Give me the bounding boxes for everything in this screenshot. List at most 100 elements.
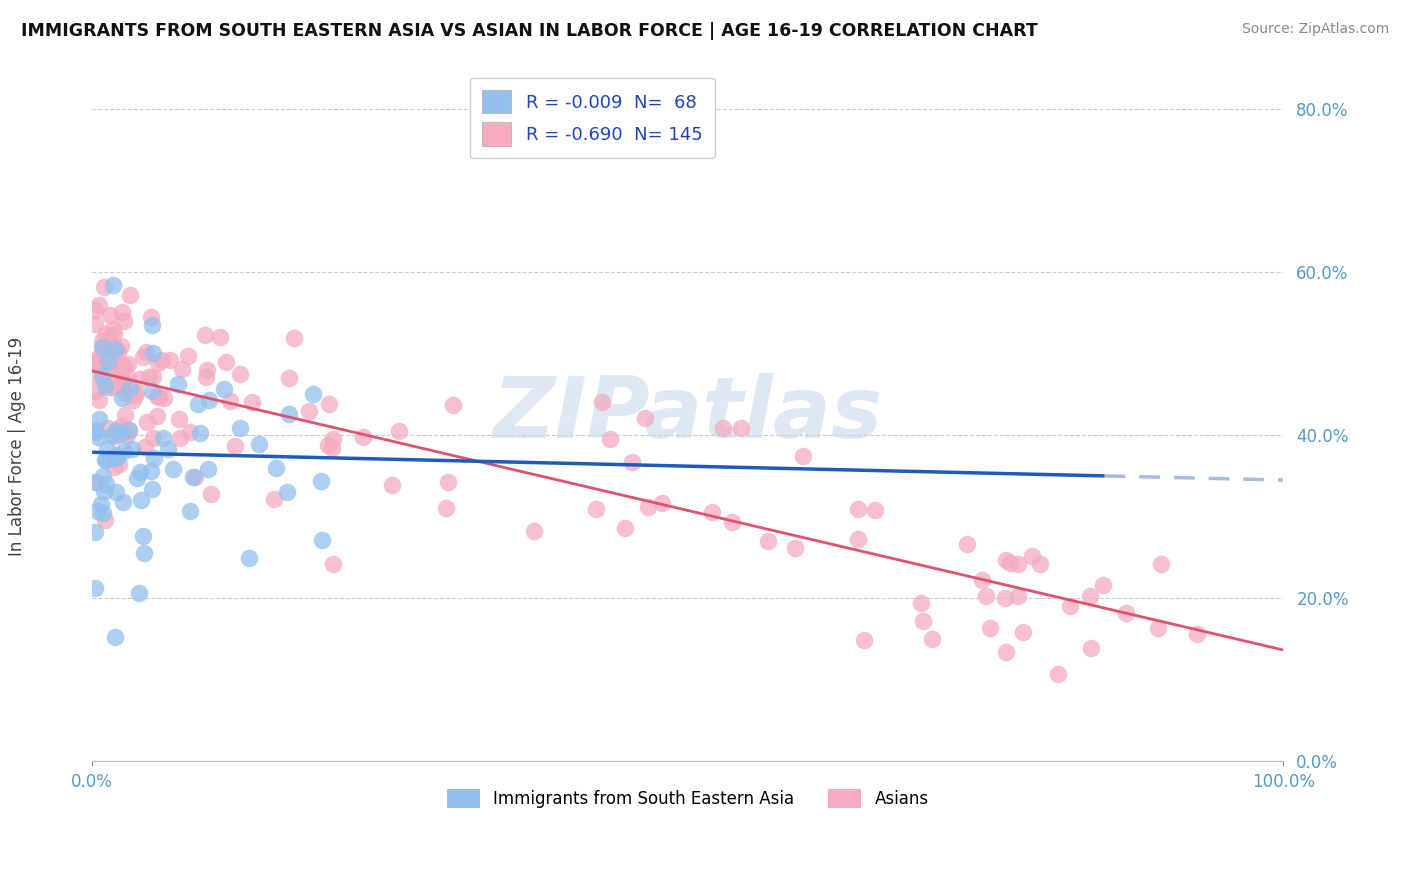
Point — [219, 393, 242, 408]
Point — [128, 586, 150, 600]
Point — [107, 426, 129, 441]
Point — [994, 553, 1017, 567]
Point — [1115, 606, 1137, 620]
Point — [1007, 590, 1029, 604]
Point — [298, 404, 321, 418]
Point — [150, 352, 173, 367]
Point — [853, 632, 876, 647]
Point — [129, 372, 152, 386]
Point — [437, 475, 460, 490]
Point — [104, 423, 127, 437]
Point — [83, 524, 105, 539]
Point — [93, 280, 115, 294]
Point — [711, 420, 734, 434]
Point — [443, 399, 465, 413]
Point — [302, 386, 325, 401]
Point — [83, 475, 105, 490]
Point — [110, 364, 132, 378]
Point — [322, 558, 344, 572]
Point — [118, 425, 141, 439]
Point — [197, 462, 219, 476]
Point — [94, 378, 117, 392]
Point — [142, 346, 165, 360]
Point — [83, 317, 105, 331]
Point — [105, 448, 128, 462]
Point — [756, 533, 779, 548]
Point — [190, 426, 212, 441]
Point — [107, 360, 129, 375]
Point — [90, 497, 112, 511]
Point — [97, 354, 120, 368]
Point — [103, 450, 125, 465]
Point — [139, 464, 162, 478]
Text: ZIPatlas: ZIPatlas — [492, 373, 883, 457]
Point — [83, 302, 105, 317]
Point — [276, 484, 298, 499]
Point — [97, 420, 120, 434]
Point — [135, 344, 157, 359]
Point — [1021, 549, 1043, 563]
Point — [523, 524, 546, 538]
Point — [142, 370, 165, 384]
Point — [110, 427, 132, 442]
Point — [278, 408, 301, 422]
Point — [118, 423, 141, 437]
Point — [117, 428, 139, 442]
Point — [104, 484, 127, 499]
Point — [121, 393, 143, 408]
Point — [921, 632, 943, 647]
Point — [104, 342, 127, 356]
Point — [634, 410, 657, 425]
Point — [103, 339, 125, 353]
Point — [700, 505, 723, 519]
Point — [135, 415, 157, 429]
Point — [910, 596, 932, 610]
Point — [93, 483, 115, 498]
Point — [353, 430, 375, 444]
Point — [86, 504, 108, 518]
Point — [208, 330, 231, 344]
Point — [100, 379, 122, 393]
Point — [107, 345, 129, 359]
Point — [108, 358, 131, 372]
Text: Source: ZipAtlas.com: Source: ZipAtlas.com — [1241, 22, 1389, 37]
Point — [141, 482, 163, 496]
Point — [381, 478, 404, 492]
Point — [103, 326, 125, 341]
Point — [229, 367, 252, 381]
Point — [215, 355, 238, 369]
Point — [134, 440, 156, 454]
Point — [179, 425, 201, 439]
Legend: Immigrants from South Eastern Asia, Asians: Immigrants from South Eastern Asia, Asia… — [440, 782, 935, 815]
Point — [101, 322, 124, 336]
Point — [972, 574, 994, 588]
Point — [142, 431, 165, 445]
Point — [153, 391, 176, 405]
Point — [89, 298, 111, 312]
Point — [309, 474, 332, 488]
Point — [107, 450, 129, 464]
Point — [585, 502, 607, 516]
Point — [98, 309, 121, 323]
Point — [318, 396, 340, 410]
Point — [228, 421, 250, 435]
Point — [162, 461, 184, 475]
Point — [224, 439, 246, 453]
Point — [91, 340, 114, 354]
Point — [321, 441, 343, 455]
Point — [84, 425, 107, 439]
Point — [278, 371, 301, 385]
Point — [117, 369, 139, 384]
Point — [994, 591, 1017, 606]
Point — [97, 362, 120, 376]
Point — [388, 425, 411, 439]
Point — [110, 419, 132, 434]
Point — [90, 334, 112, 348]
Point — [101, 353, 124, 368]
Point — [200, 487, 222, 501]
Point — [998, 556, 1021, 570]
Point — [212, 382, 235, 396]
Point — [721, 515, 744, 529]
Point — [87, 351, 110, 365]
Point — [184, 470, 207, 484]
